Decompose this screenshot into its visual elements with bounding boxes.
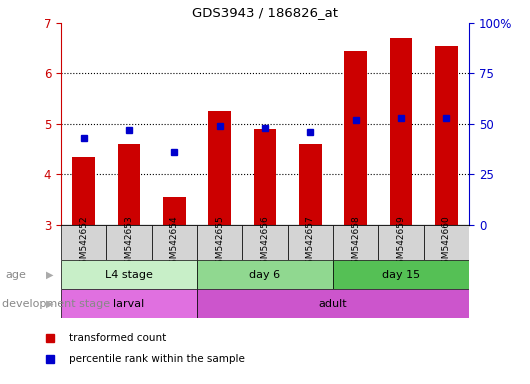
FancyBboxPatch shape (107, 225, 152, 260)
FancyBboxPatch shape (333, 260, 469, 289)
Bar (208, 111, 231, 225)
Bar (435, 46, 458, 225)
Bar (163, 197, 186, 225)
Text: GSM542653: GSM542653 (125, 215, 134, 270)
FancyBboxPatch shape (61, 260, 197, 289)
Text: GSM542654: GSM542654 (170, 215, 179, 270)
FancyBboxPatch shape (152, 225, 197, 260)
Text: percentile rank within the sample: percentile rank within the sample (69, 354, 244, 364)
Title: GDS3943 / 186826_at: GDS3943 / 186826_at (192, 6, 338, 19)
Text: age: age (5, 270, 26, 280)
Text: GSM542658: GSM542658 (351, 215, 360, 270)
FancyBboxPatch shape (378, 225, 423, 260)
FancyBboxPatch shape (197, 260, 333, 289)
FancyBboxPatch shape (333, 225, 378, 260)
Text: ▶: ▶ (46, 298, 53, 309)
FancyBboxPatch shape (197, 225, 242, 260)
Text: GSM542652: GSM542652 (79, 215, 88, 270)
Text: GSM542657: GSM542657 (306, 215, 315, 270)
Bar (118, 144, 140, 225)
Bar (72, 157, 95, 225)
FancyBboxPatch shape (423, 225, 469, 260)
Text: adult: adult (319, 298, 347, 309)
Bar (390, 38, 412, 225)
Bar (299, 144, 322, 225)
Text: development stage: development stage (2, 298, 110, 309)
FancyBboxPatch shape (61, 289, 197, 318)
Text: day 6: day 6 (250, 270, 280, 280)
Text: ▶: ▶ (46, 270, 53, 280)
Text: GSM542659: GSM542659 (396, 215, 405, 270)
FancyBboxPatch shape (197, 289, 469, 318)
Text: transformed count: transformed count (69, 333, 166, 343)
FancyBboxPatch shape (288, 225, 333, 260)
Text: GSM542655: GSM542655 (215, 215, 224, 270)
Bar (344, 51, 367, 225)
Text: GSM542656: GSM542656 (261, 215, 269, 270)
FancyBboxPatch shape (61, 225, 107, 260)
Bar (254, 129, 276, 225)
FancyBboxPatch shape (242, 225, 288, 260)
Text: day 15: day 15 (382, 270, 420, 280)
Text: larval: larval (113, 298, 145, 309)
Text: GSM542660: GSM542660 (442, 215, 451, 270)
Text: L4 stage: L4 stage (105, 270, 153, 280)
